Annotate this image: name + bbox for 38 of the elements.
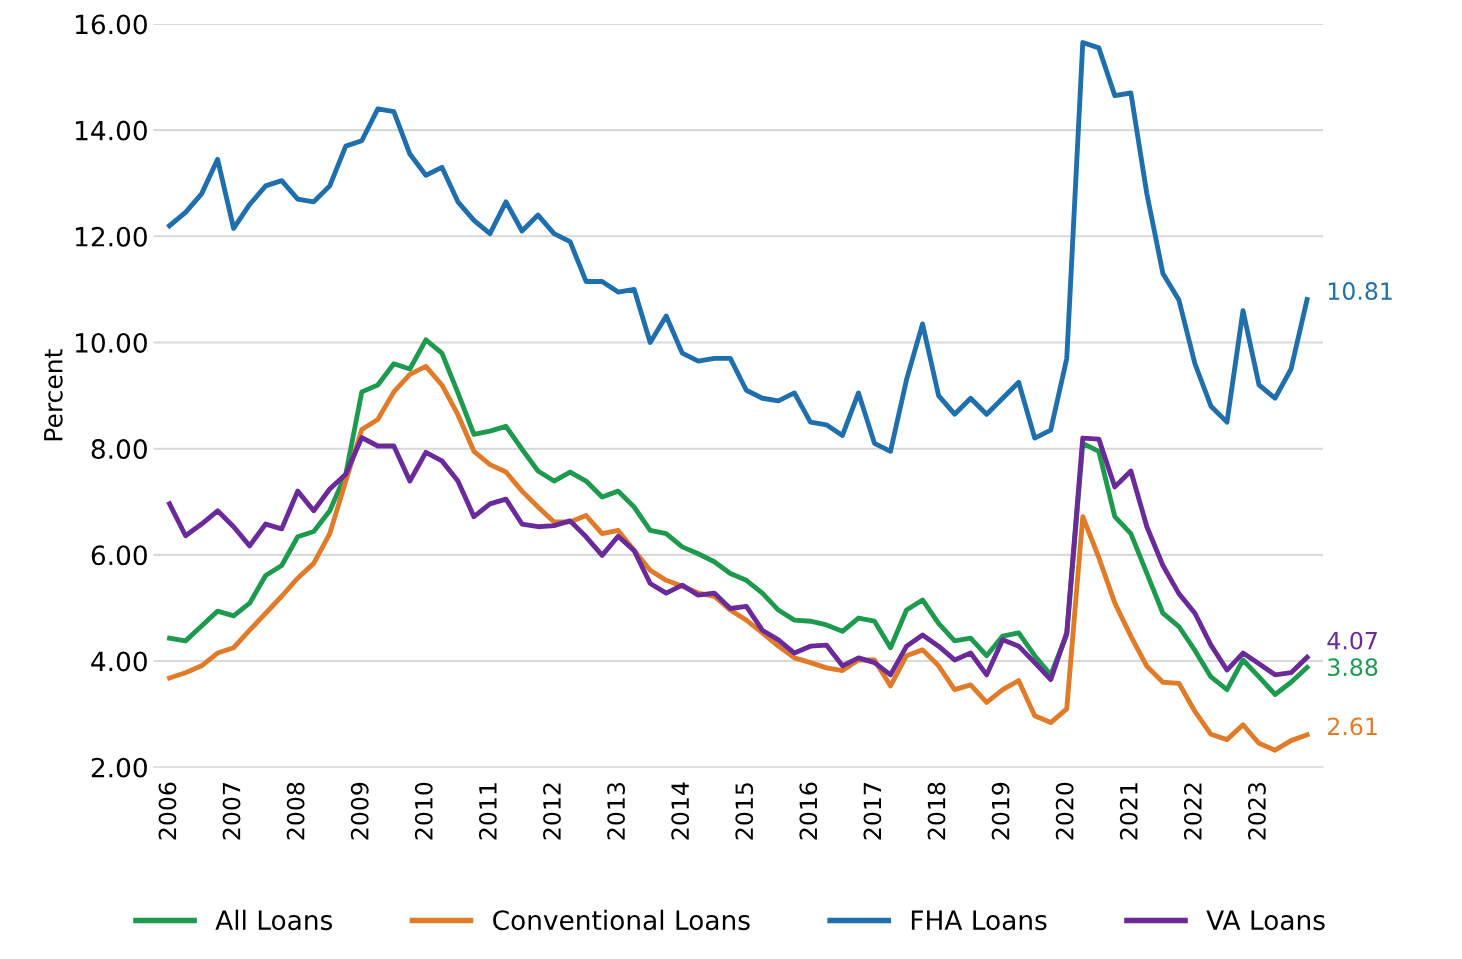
x-tick-label: 2013 [607, 782, 625, 840]
x-tick-label: 2009 [350, 782, 369, 840]
x-tick-label: 2011 [478, 783, 497, 840]
y-tick-label: 2.00 [91, 757, 147, 778]
y-axis-title: Percent [44, 349, 63, 441]
x-tick-label: 2008 [286, 782, 305, 840]
legend-label: VA Loans [1206, 910, 1325, 931]
x-tick-label: 2015 [735, 783, 754, 840]
x-tick-label: 2020 [1055, 782, 1074, 840]
y-tick-label: 6.00 [91, 545, 147, 566]
data-label: 2.61 [1328, 717, 1377, 736]
x-tick-label: 2019 [991, 782, 1010, 840]
legend-label: FHA Loans [911, 910, 1047, 931]
y-tick-label: 10.00 [76, 332, 147, 353]
x-tick-label: 2016 [799, 782, 818, 840]
x-tick-label: 2017 [863, 783, 882, 840]
y-tick-label: 16.00 [76, 14, 147, 35]
x-tick-label: 2023 [1248, 782, 1266, 840]
x-tick-label: 2018 [927, 782, 946, 840]
x-tick-label: 2006 [158, 782, 177, 840]
x-tick-label: 2014 [671, 782, 690, 840]
line-series [167, 40, 1310, 454]
line-series [167, 363, 1310, 753]
x-tick-label: 2022 [1183, 783, 1202, 840]
data-label: 4.07 [1327, 631, 1377, 650]
y-tick-label: 4.00 [91, 651, 147, 672]
legend-label: Conventional Loans [493, 909, 750, 931]
data-label: 10.81 [1328, 282, 1392, 300]
data-label: 3.88 [1328, 658, 1378, 677]
y-tick-label: 12.00 [76, 226, 147, 247]
x-tick-label: 2012 [543, 783, 561, 840]
y-tick-label: 8.00 [91, 439, 147, 460]
y-tick-label: 14.00 [76, 120, 147, 141]
x-tick-label: 2010 [414, 782, 433, 840]
x-tick-label: 2021 [1119, 783, 1138, 840]
line-series [167, 435, 1310, 683]
legend-label: All Loans [215, 909, 333, 931]
x-tick-label: 2007 [222, 783, 241, 840]
